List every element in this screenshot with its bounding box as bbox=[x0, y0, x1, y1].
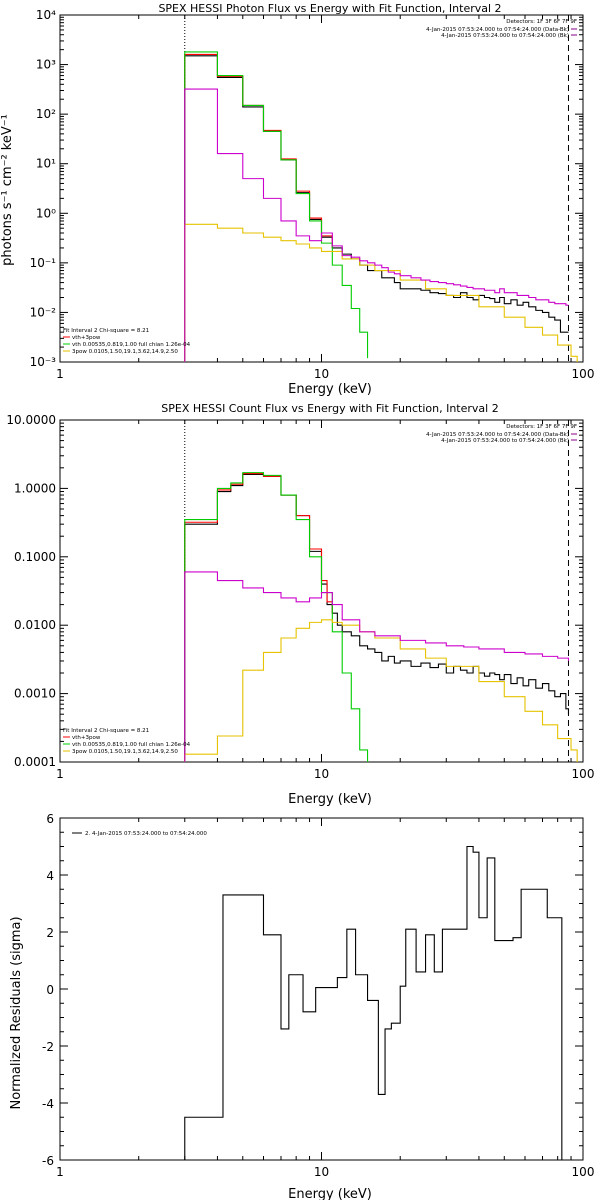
panel-residuals: 1 10 100 -6 -4 -2 0 2 4 6 2. 4-Jan-2015 07:53:24.0… bbox=[9, 812, 594, 1200]
legend-right-text: 4-Jan-2015 07:53:24.000 to 07:54:24.000 … bbox=[426, 27, 569, 33]
legend-right-text: 4-Jan-2015 07:53:24.000 to 07:54:24.000 … bbox=[441, 438, 569, 444]
y-tick-label: 0.0100 bbox=[14, 618, 56, 632]
y-tick-label: 10⁻¹ bbox=[30, 256, 57, 270]
panel-1-ylabel: photons s⁻¹ cm⁻² keV⁻¹ bbox=[0, 114, 15, 266]
y-tick-label: 10⁻³ bbox=[30, 355, 57, 369]
series-line-vth bbox=[184, 51, 369, 362]
legend-left-text: 2. 4-Jan-2015 07:53:24.000 to 07:54:24.0… bbox=[85, 831, 207, 837]
detectors-label: Detectors: 1F 3F 6F 7F 9F bbox=[506, 424, 577, 430]
series-line-residuals bbox=[184, 845, 569, 1160]
y-tick-label: -4 bbox=[42, 1097, 54, 1111]
y-tick-label: 2 bbox=[46, 926, 54, 940]
y-tick-label: -2 bbox=[42, 1040, 54, 1054]
plot-frame bbox=[59, 817, 584, 1161]
legend-left-text: vth+3pow bbox=[72, 335, 101, 341]
y-tick-label: 4 bbox=[46, 869, 54, 883]
x-tick-label: 10 bbox=[314, 1165, 329, 1179]
series-line-3pow bbox=[184, 619, 578, 762]
y-tick-label: -6 bbox=[42, 1154, 54, 1168]
x-tick-label: 1 bbox=[56, 367, 64, 381]
y-tick-label: 0 bbox=[46, 983, 54, 997]
y-tick-label: 10⁴ bbox=[36, 8, 56, 22]
y-tick-label: 0.0001 bbox=[14, 755, 56, 769]
y-tick-label: 0.1000 bbox=[14, 550, 56, 564]
x-tick-label: 100 bbox=[572, 767, 595, 781]
panel-count-flux: SPEX HESSI Count Flux vs Energy with Fit… bbox=[6, 402, 594, 807]
legend-left-text: vth+3pow bbox=[72, 735, 101, 741]
y-tick-label: 10² bbox=[36, 107, 56, 121]
legend-left-text: 3pow 0.0105,1.50,19.1,3.62,14.9,2.50 bbox=[72, 349, 178, 355]
legend-right-text: 4-Jan-2015 07:53:24.000 to 07:54:24.000 … bbox=[426, 432, 569, 438]
x-tick-label: 100 bbox=[572, 1165, 595, 1179]
y-tick-label: 10³ bbox=[36, 58, 56, 72]
x-tick-label: 1 bbox=[56, 1165, 64, 1179]
series-line-vth-3pow bbox=[184, 53, 333, 362]
series-line-3pow bbox=[184, 223, 578, 362]
legend-left-text: Fit Interval 2 Chi-square = 8.21 bbox=[63, 728, 149, 734]
series-line-data-bk bbox=[184, 473, 570, 762]
legend-left-text: 3pow 0.0105,1.50,19.1,3.62,14.9,2.50 bbox=[72, 749, 178, 755]
panel-3-plot: 1 10 100 -6 -4 -2 0 2 4 6 2. 4-Jan-2015 07:53:24.0… bbox=[42, 812, 594, 1179]
series-group bbox=[184, 51, 578, 362]
y-tick-label: 6 bbox=[46, 812, 54, 826]
series-line-vth bbox=[184, 472, 369, 762]
detectors-label: Detectors: 1F 3F 6F 7F 9F bbox=[506, 19, 577, 25]
panel-2-plot: 1 10 100 0.0001 0.0010 0.0100 0.1000 1.0000 10.0… bbox=[6, 413, 594, 781]
panel-2-title: SPEX HESSI Count Flux vs Energy with Fit… bbox=[161, 402, 498, 415]
panel-1-title: SPEX HESSI Photon Flux vs Energy with Fi… bbox=[158, 2, 501, 15]
y-tick-label: 1.0000 bbox=[14, 481, 56, 495]
y-tick-label: 10⁻² bbox=[30, 305, 57, 319]
panel-photon-flux: SPEX HESSI Photon Flux vs Energy with Fi… bbox=[0, 2, 594, 397]
panel-3-ylabel: Normalized Residuals (sigma) bbox=[9, 916, 24, 1109]
series-group bbox=[184, 472, 578, 762]
y-tick-label: 10⁰ bbox=[36, 206, 56, 220]
panel-3-xlabel: Energy (keV) bbox=[288, 1187, 372, 1200]
panel-1-plot: 1 10 100 10⁻³ 10⁻² 10⁻¹ 10⁰ 10¹ 10² 10³ 10⁴ Detecto… bbox=[30, 8, 595, 381]
series-line-bk bbox=[184, 571, 570, 762]
panel-1-xlabel: Energy (keV) bbox=[288, 382, 372, 397]
legend-left-text: Fit Interval 2 Chi-square = 8.21 bbox=[63, 328, 149, 334]
series-line-vth-3pow bbox=[184, 472, 333, 762]
x-tick-label: 10 bbox=[314, 367, 329, 381]
x-tick-label: 1 bbox=[56, 767, 64, 781]
series-line-bk bbox=[184, 88, 569, 362]
x-tick-label: 10 bbox=[314, 767, 329, 781]
y-tick-label: 10.0000 bbox=[6, 413, 56, 427]
legend-left-text: vth 0.00535,0.819,1.00 full chian 1.26e-… bbox=[72, 742, 191, 748]
series-group bbox=[184, 845, 569, 1160]
y-tick-label: 0.0010 bbox=[14, 687, 56, 701]
panel-2-xlabel: Energy (keV) bbox=[288, 792, 372, 807]
legend-left-text: vth 0.00535,0.819,1.00 full chian 1.26e-… bbox=[72, 342, 191, 348]
x-tick-label: 100 bbox=[572, 367, 595, 381]
y-tick-label: 10¹ bbox=[36, 157, 56, 171]
legend-right-text: 4-Jan-2015 07:53:24.000 to 07:54:24.000 … bbox=[441, 33, 569, 39]
